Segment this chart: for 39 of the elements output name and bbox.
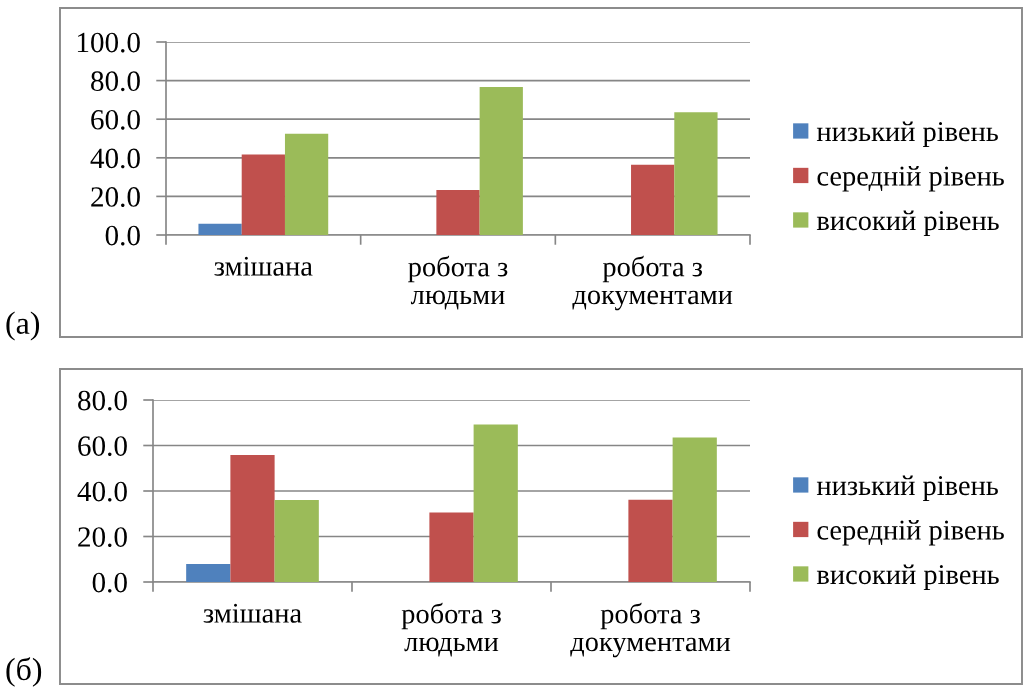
y-tick-label: 20.0 bbox=[91, 187, 140, 207]
legend-label: високий рівень bbox=[816, 210, 999, 236]
legend-label: низький рівень bbox=[816, 121, 998, 147]
y-tick-label: 100.0 bbox=[77, 32, 140, 53]
y-tick-label: 0.0 bbox=[92, 572, 127, 593]
y-tick-label: 80.0 bbox=[78, 390, 127, 411]
bar bbox=[674, 112, 718, 235]
bar bbox=[631, 164, 675, 235]
bar bbox=[198, 223, 242, 235]
bar bbox=[230, 455, 275, 582]
bar bbox=[628, 499, 673, 582]
bar bbox=[479, 86, 523, 235]
bar bbox=[473, 424, 518, 582]
y-tick-label: 20.0 bbox=[78, 527, 127, 548]
text: (б) bbox=[6, 657, 42, 687]
x-tick-label: змішана bbox=[203, 603, 302, 623]
bar bbox=[672, 437, 717, 582]
legend-label: середній рівень bbox=[817, 519, 1004, 546]
y-tick-label: 80.0 bbox=[91, 71, 140, 92]
text: (а) bbox=[6, 311, 40, 341]
legend-label: низький рівень bbox=[816, 475, 998, 501]
y-tick-label: 60.0 bbox=[91, 109, 140, 130]
x-tick-label: робота з документами bbox=[570, 602, 731, 658]
y-tick-label: 40.0 bbox=[90, 148, 140, 169]
x-tick-label: робота з людьми bbox=[401, 602, 501, 657]
bar bbox=[274, 500, 319, 582]
x-tick-label: робота з документами bbox=[572, 255, 733, 311]
legend-label: високий рівень bbox=[816, 564, 999, 590]
y-tick-label: 40.0 bbox=[77, 481, 127, 502]
legend-label: середній рівень bbox=[817, 165, 1004, 192]
y-tick-label: 60.0 bbox=[78, 436, 127, 457]
bar bbox=[284, 133, 329, 235]
bar bbox=[429, 512, 474, 582]
bar bbox=[186, 564, 231, 582]
bar bbox=[241, 154, 285, 235]
x-tick-label: робота з людьми bbox=[408, 255, 508, 310]
bar bbox=[436, 190, 480, 235]
x-tick-label: змішана bbox=[214, 256, 313, 276]
y-tick-label: 0.0 bbox=[105, 225, 140, 246]
